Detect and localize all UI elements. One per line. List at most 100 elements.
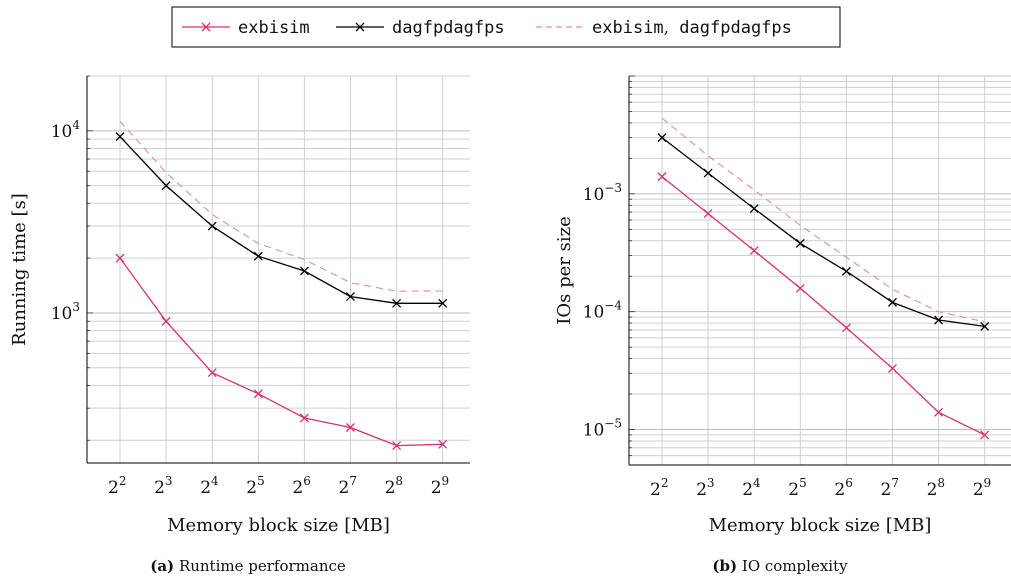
y-axis-label: Running time [s] (9, 193, 30, 346)
y-tick-exp: −5 (604, 417, 622, 431)
data-point (934, 407, 944, 417)
series-line (119, 120, 443, 292)
data-point (161, 181, 171, 191)
legend-label: dagfpdagfps (392, 18, 505, 38)
y-tick-labels: 10−310−410−5 (583, 181, 623, 441)
x-tick-base: 2 (788, 480, 799, 500)
data-point (207, 368, 217, 378)
data-point (346, 423, 355, 432)
data-point (207, 221, 217, 231)
legend: exbisim dagfpdagfps exbisim, dagfpdagfps (171, 6, 841, 48)
x-tick-label: 23 (696, 476, 714, 500)
x-tick-label: 24 (200, 474, 219, 498)
x-tick-label: 26 (292, 474, 310, 498)
x-tick-base: 2 (339, 478, 350, 498)
y-axis-label: IOs per size (554, 216, 575, 324)
legend-label-comma: , (664, 18, 669, 38)
x-tick-base: 2 (385, 478, 396, 498)
x-tick-label: 29 (431, 474, 449, 498)
y-tick-base: 10 (583, 303, 605, 323)
x-axis-label: Memory block size [MB] (167, 515, 390, 536)
data-point (749, 246, 759, 256)
x-tick-exp: 7 (891, 476, 899, 490)
x-tick-label: 27 (881, 476, 899, 500)
y-tick-base: 10 (51, 122, 73, 142)
y-tick-label: 10−4 (583, 299, 623, 323)
data-point (161, 316, 171, 326)
y-tick-exp: 3 (72, 300, 80, 314)
data-point (657, 172, 667, 182)
x-tick-exp: 9 (984, 476, 992, 490)
x-tick-exp: 5 (799, 476, 807, 490)
y-tick-base: 10 (583, 185, 605, 205)
legend-marker (355, 22, 365, 32)
series-line (661, 137, 985, 328)
x-tick-base: 2 (246, 478, 257, 498)
x-tick-label: 22 (108, 474, 126, 498)
x-tick-label: 26 (834, 476, 852, 500)
x-tick-base: 2 (431, 478, 442, 498)
x-tick-label: 28 (385, 474, 403, 498)
x-tick-exp: 7 (349, 474, 357, 488)
caption: (a) Runtime performance (150, 557, 346, 575)
x-tick-exp: 8 (937, 476, 945, 490)
x-tick-label: 25 (788, 476, 806, 500)
series-exbisim-dagfpdagfps (661, 117, 985, 323)
x-tick-base: 2 (742, 480, 753, 500)
data-point (253, 389, 263, 399)
x-tick-labels: 22 23 24 25 26 27 28 29 (650, 476, 991, 500)
y-tick-base: 10 (51, 304, 73, 324)
x-tick-label: 29 (973, 476, 991, 500)
data-point (253, 251, 263, 261)
series-exbisim (115, 253, 448, 451)
x-tick-exp: 5 (257, 474, 265, 488)
data-point (934, 315, 944, 325)
data-point (299, 413, 309, 423)
legend-label: exbisim, dagfpdagfps (592, 18, 792, 38)
x-tick-label: 22 (650, 476, 668, 500)
data-point (346, 292, 355, 302)
legend-box (171, 6, 841, 48)
x-tick-exp: 8 (395, 474, 403, 488)
y-tick-exp: −4 (604, 299, 622, 313)
x-tick-base: 2 (154, 478, 165, 498)
data-point (795, 283, 805, 293)
caption-tag: (a) (150, 557, 174, 575)
x-tick-label: 27 (339, 474, 357, 498)
legend-entry: dagfpdagfps (336, 18, 505, 38)
data-point (657, 133, 667, 143)
series-exbisim-dagfpdagfps (119, 120, 443, 292)
x-tick-label: 24 (742, 476, 761, 500)
data-point (392, 298, 402, 308)
data-point (980, 321, 990, 331)
caption: (b) IO complexity (712, 557, 848, 575)
series-line (661, 176, 985, 436)
x-tick-base: 2 (834, 480, 845, 500)
grid (87, 75, 470, 463)
y-tick-label: 104 (51, 118, 81, 142)
x-tick-label: 25 (246, 474, 264, 498)
grid (629, 75, 1011, 465)
x-tick-exp: 2 (661, 476, 669, 490)
x-tick-label: 28 (927, 476, 945, 500)
x-axis-label: Memory block size [MB] (709, 515, 932, 536)
legend-marker (201, 22, 211, 32)
x-tick-exp: 3 (707, 476, 715, 490)
legend-entry: exbisim, dagfpdagfps (536, 18, 792, 38)
data-point (841, 266, 851, 276)
data-point (392, 441, 402, 451)
y-tick-exp: −3 (604, 181, 622, 195)
data-point (841, 323, 851, 333)
series-dagfpdagfps (115, 132, 448, 308)
data-point (703, 209, 713, 219)
data-point (888, 297, 897, 307)
y-tick-base: 10 (583, 421, 605, 441)
x-tick-base: 2 (973, 480, 984, 500)
data-point (888, 363, 897, 373)
x-tick-exp: 6 (845, 476, 853, 490)
